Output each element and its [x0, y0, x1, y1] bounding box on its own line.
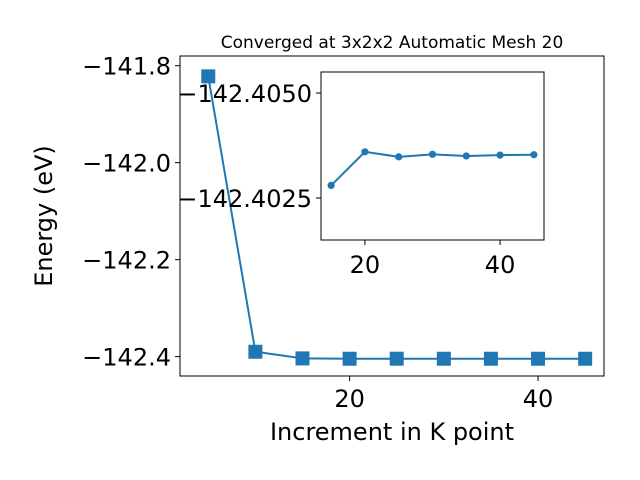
main-data-point [531, 351, 546, 366]
inset-data-point [395, 153, 403, 161]
main-plot-area [179, 55, 605, 377]
main-data-point [578, 351, 593, 366]
main-data-point [295, 351, 310, 366]
inset-data-point [462, 152, 470, 160]
y-axis-label: Energy (eV) [30, 145, 58, 287]
main-data-point [248, 344, 263, 359]
main-y-tick-label: −141.8 [82, 53, 171, 81]
x-axis-label: Increment in K point [270, 418, 514, 446]
main-x-tick-label: 40 [523, 385, 554, 413]
inset-x-tick-label: 40 [485, 251, 516, 279]
inset-data-point [327, 181, 335, 189]
main-y-tick-label: −142.4 [82, 344, 171, 372]
main-data-point [201, 69, 216, 84]
main-data-point [483, 351, 498, 366]
main-data-point [342, 351, 357, 366]
inset-y-tick-label: −142.4025 [177, 185, 312, 213]
main-ticks: 20 40 −141.8 −142.0 −142.2 −142.4 [82, 53, 553, 413]
main-series [201, 69, 593, 366]
inset-ticks: 20 40 −142.4050 −142.4025 [177, 80, 515, 279]
inset-series [327, 148, 538, 189]
inset-data-point [496, 151, 504, 159]
inset-data-point [530, 151, 538, 159]
main-x-tick-label: 20 [334, 385, 365, 413]
inset-plot-area [320, 71, 545, 241]
main-y-tick-label: −142.0 [82, 150, 171, 178]
main-data-point [436, 351, 451, 366]
inset-data-point [361, 148, 369, 156]
main-y-tick-label: −142.2 [82, 247, 171, 275]
chart-title: Converged at 3x2x2 Automatic Mesh 20 [221, 33, 564, 53]
inset-data-point [428, 150, 437, 158]
main-data-point [389, 351, 404, 366]
inset-y-tick-label: −142.4050 [177, 80, 312, 108]
inset-x-tick-label: 20 [350, 251, 381, 279]
